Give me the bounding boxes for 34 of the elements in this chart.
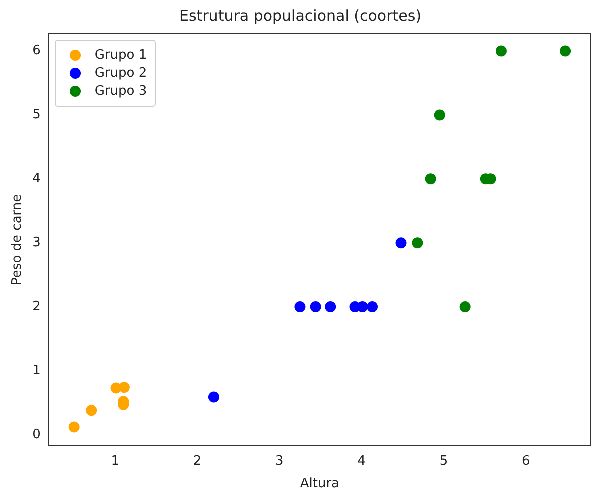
point: [325, 302, 336, 313]
point: [425, 174, 436, 185]
point: [496, 46, 507, 57]
x-tick-label: 1: [111, 454, 120, 469]
x-axis-title: Altura: [300, 476, 340, 492]
point: [560, 46, 572, 57]
point: [310, 302, 322, 313]
x-tick-label: 2: [193, 454, 202, 469]
y-tick-label: 2: [32, 299, 41, 314]
x-tick-label: 4: [358, 454, 366, 469]
x-tick-label: 3: [276, 454, 284, 469]
point: [68, 422, 80, 433]
legend-label: Grupo 2: [94, 66, 148, 81]
y-axis-title: Peso de carne: [10, 194, 26, 286]
x-tick-label: 6: [522, 454, 530, 469]
point: [208, 392, 220, 403]
point: [118, 382, 130, 394]
y-tick-label: 6: [32, 44, 41, 59]
point: [294, 302, 306, 313]
y-tick-label: 5: [32, 108, 41, 123]
point: [412, 238, 424, 249]
y-tick-label: 4: [32, 172, 41, 187]
point: [434, 110, 446, 121]
point: [396, 238, 407, 249]
y-tick-label: 3: [32, 235, 41, 250]
point: [460, 302, 471, 313]
y-tick-label: 1: [32, 363, 41, 378]
y-tick-label: 0: [32, 427, 41, 442]
chart-title: Estrutura populacional (coortes): [179, 6, 422, 25]
legend-label: Grupo 1: [94, 48, 148, 63]
legend-label: Grupo 3: [94, 84, 148, 99]
point: [86, 405, 98, 416]
x-tick-label: 5: [440, 454, 448, 469]
point: [367, 302, 378, 313]
